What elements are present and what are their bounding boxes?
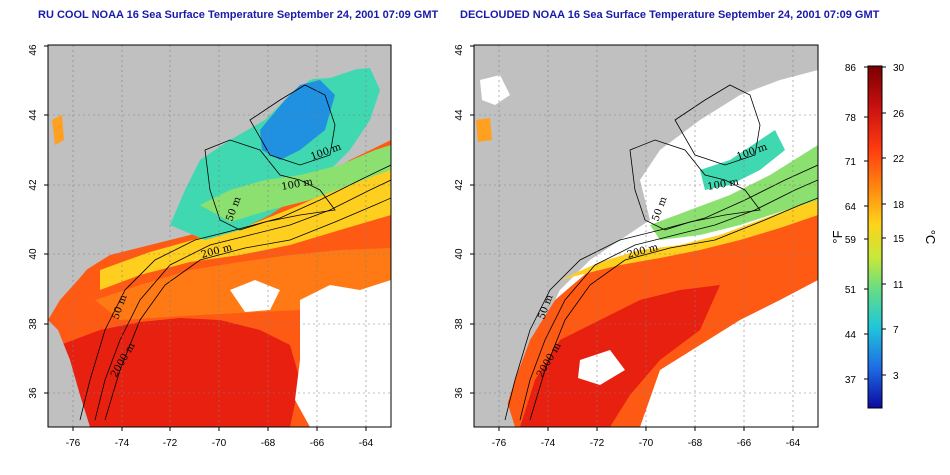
- cloud-patch: [480, 75, 510, 105]
- lon-tick-label: -70: [212, 438, 227, 449]
- contour-line: [674, 84, 761, 166]
- contour-line: [204, 139, 336, 231]
- coastal-warm-patch: [476, 118, 492, 142]
- lon-tick-label: -68: [688, 438, 703, 449]
- lon-tick-label: -72: [163, 438, 178, 449]
- lat-tick-label: 46: [28, 44, 39, 56]
- contour-line: [529, 197, 818, 421]
- grid-lines: [474, 45, 818, 427]
- lat-tick-label: 42: [454, 179, 465, 191]
- colorbar-ticks: [864, 66, 886, 380]
- cloud-patch: [578, 350, 625, 385]
- celsius-tick: 30: [893, 63, 905, 74]
- celsius-tick: 26: [893, 109, 905, 120]
- celsius-tick: 3: [893, 371, 899, 382]
- fahrenheit-tick: 86: [845, 63, 857, 74]
- hot-ocean-region: [520, 285, 720, 427]
- cloud-patch: [230, 280, 280, 312]
- lon-tick-label: -74: [115, 438, 130, 449]
- right-map-title: DECLOUDED NOAA 16 Sea Surface Temperatur…: [460, 9, 880, 21]
- contour-line: [504, 164, 818, 421]
- lat-tick-label: 38: [28, 318, 39, 330]
- lat-tick-label: 40: [454, 248, 465, 260]
- contour-line: [79, 164, 391, 421]
- lon-tick-label: -64: [786, 438, 801, 449]
- contour-line: [249, 84, 336, 166]
- fahrenheit-tick: 37: [845, 375, 857, 386]
- cloud-patch: [660, 300, 818, 427]
- coastal-warm-patch: [52, 115, 64, 145]
- celsius-tick: 18: [893, 200, 905, 211]
- lon-tick-label: -66: [310, 438, 325, 449]
- celsius-tick: 15: [893, 234, 905, 245]
- lat-tick-label: 40: [28, 248, 39, 260]
- coastline-land: [48, 45, 391, 320]
- transition-band: [650, 145, 818, 240]
- lon-tick-label: -76: [492, 438, 507, 449]
- hot-ocean-region: [60, 318, 300, 427]
- fahrenheit-tick: 51: [845, 285, 857, 296]
- axis-ticks: [470, 45, 794, 431]
- contour-line: [629, 139, 761, 231]
- southern-land: [48, 320, 90, 427]
- lat-tick-label: 36: [454, 387, 465, 399]
- lon-tick-label: -70: [639, 438, 654, 449]
- cold-water-region: [260, 80, 335, 160]
- lon-tick-label: -64: [359, 438, 374, 449]
- celsius-tick: 22: [893, 154, 905, 165]
- left-map-panel: 100 m 100 m 50 m 200 m 50 m 2000 m -76 -…: [28, 44, 392, 449]
- fahrenheit-tick: 44: [845, 330, 857, 341]
- transition-band: [200, 145, 391, 222]
- lon-tick-label: -66: [737, 438, 752, 449]
- colorbar-gradient: [867, 65, 883, 409]
- fahrenheit-tick: 78: [845, 113, 857, 124]
- nova-scotia-land: [280, 62, 360, 80]
- cloud-patch: [295, 280, 391, 427]
- fahrenheit-tick: 64: [845, 202, 857, 213]
- celsius-tick: 11: [893, 280, 904, 291]
- contour-line: [94, 179, 391, 421]
- lat-tick-label: 44: [28, 109, 39, 121]
- axis-ticks: [44, 45, 367, 431]
- contour-line: [104, 197, 391, 421]
- grid-lines: [48, 45, 391, 427]
- lat-tick-label: 42: [28, 179, 39, 191]
- right-map-panel: 100 m 100 m 50 m 200 m 50 m 2000 m -76 -…: [454, 44, 819, 449]
- lon-tick-label: -72: [590, 438, 605, 449]
- coastline-land: [474, 45, 818, 310]
- lat-tick-label: 36: [28, 387, 39, 399]
- temperature-colorbar: 86 78 71 64 59 51 44 37 30 26 22 18 15 1…: [830, 63, 938, 409]
- lon-tick-label: -74: [541, 438, 556, 449]
- lon-tick-label: -68: [261, 438, 276, 449]
- southern-land: [474, 310, 515, 427]
- lat-tick-label: 38: [454, 318, 465, 330]
- lon-tick-label: -76: [66, 438, 81, 449]
- fahrenheit-tick: 59: [845, 235, 857, 246]
- lat-tick-label: 44: [454, 109, 465, 121]
- cool-water-region: [700, 130, 785, 190]
- contour-line: [519, 179, 818, 421]
- left-map-title: RU COOL NOAA 16 Sea Surface Temperature …: [38, 9, 439, 21]
- fahrenheit-unit: °F: [830, 230, 845, 243]
- celsius-unit: °C: [923, 230, 938, 245]
- fahrenheit-tick: 71: [845, 157, 857, 168]
- celsius-tick: 7: [893, 325, 899, 336]
- shelf-warm-band: [560, 198, 818, 280]
- lat-tick-label: 46: [454, 44, 465, 56]
